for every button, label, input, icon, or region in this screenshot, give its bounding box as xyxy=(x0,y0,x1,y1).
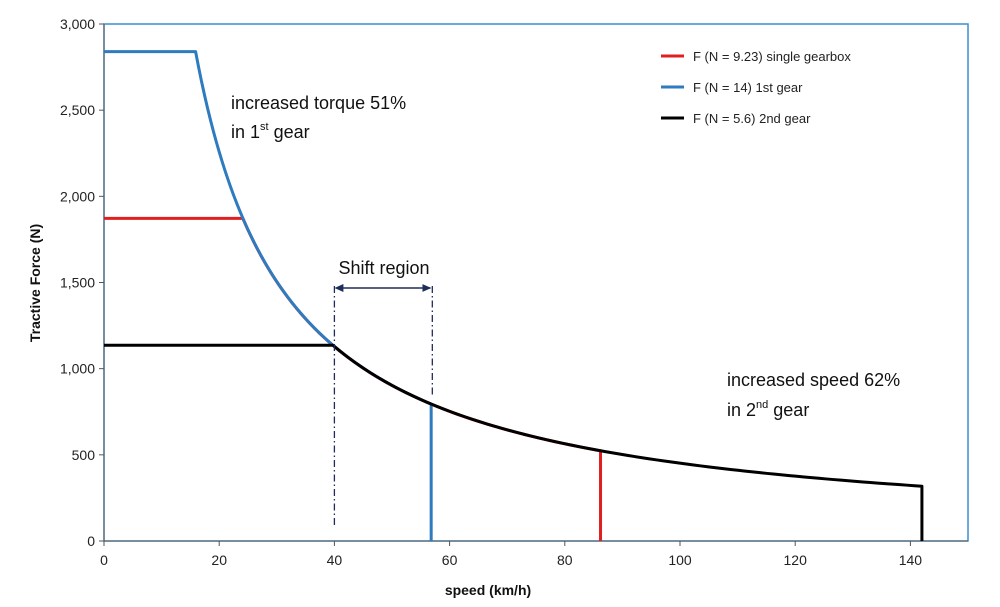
legend-label-single-gearbox: F (N = 9.23) single gearbox xyxy=(693,49,851,64)
annotation-torque-prefix: in 1 xyxy=(231,122,260,142)
series-layer xyxy=(104,50,924,541)
annotation-speed-line1: increased speed 62% xyxy=(727,370,900,390)
y-tick-label: 0 xyxy=(87,533,95,549)
y-tick-label: 1,000 xyxy=(60,361,95,377)
x-axis-title: speed (km/h) xyxy=(445,582,531,598)
y-axis-title: Tractive Force (N) xyxy=(27,224,43,342)
y-tick-label: 500 xyxy=(72,447,96,463)
annotation-torque-sup: st xyxy=(260,121,269,133)
x-tick-label: 100 xyxy=(668,552,692,568)
annotation-torque-line2: in 1st gear xyxy=(231,121,310,142)
y-tick-label: 2,500 xyxy=(60,102,95,118)
x-axis-ticks: 0 20 40 60 80 100 120 140 xyxy=(100,541,922,568)
series-2nd-gear-line xyxy=(104,343,924,541)
shift-region-label: Shift region xyxy=(338,258,429,278)
x-tick-label: 80 xyxy=(557,552,573,568)
x-tick-label: 0 xyxy=(100,552,108,568)
legend-label-2nd-gear: F (N = 5.6) 2nd gear xyxy=(693,111,811,126)
y-tick-label: 2,000 xyxy=(60,188,95,204)
annotation-torque-suffix: gear xyxy=(269,122,310,142)
x-tick-label: 20 xyxy=(211,552,227,568)
y-tick-label: 1,500 xyxy=(60,275,95,291)
annotation-speed-sup: nd xyxy=(756,399,768,411)
x-tick-label: 140 xyxy=(899,552,923,568)
annotation-speed-line2: in 2nd gear xyxy=(727,399,809,420)
legend-label-1st-gear: F (N = 14) 1st gear xyxy=(693,80,803,95)
legend: F (N = 9.23) single gearbox F (N = 14) 1… xyxy=(661,49,851,126)
annotation-speed-prefix: in 2 xyxy=(727,400,756,420)
x-tick-label: 120 xyxy=(784,552,808,568)
y-tick-label: 3,000 xyxy=(60,16,95,32)
x-tick-label: 40 xyxy=(327,552,343,568)
annotation-speed-suffix: gear xyxy=(768,400,809,420)
annotation-torque-line1: increased torque 51% xyxy=(231,93,406,113)
y-axis-ticks: 0 500 1,000 1,500 2,000 2,500 3,000 xyxy=(60,16,104,549)
x-tick-label: 60 xyxy=(442,552,458,568)
